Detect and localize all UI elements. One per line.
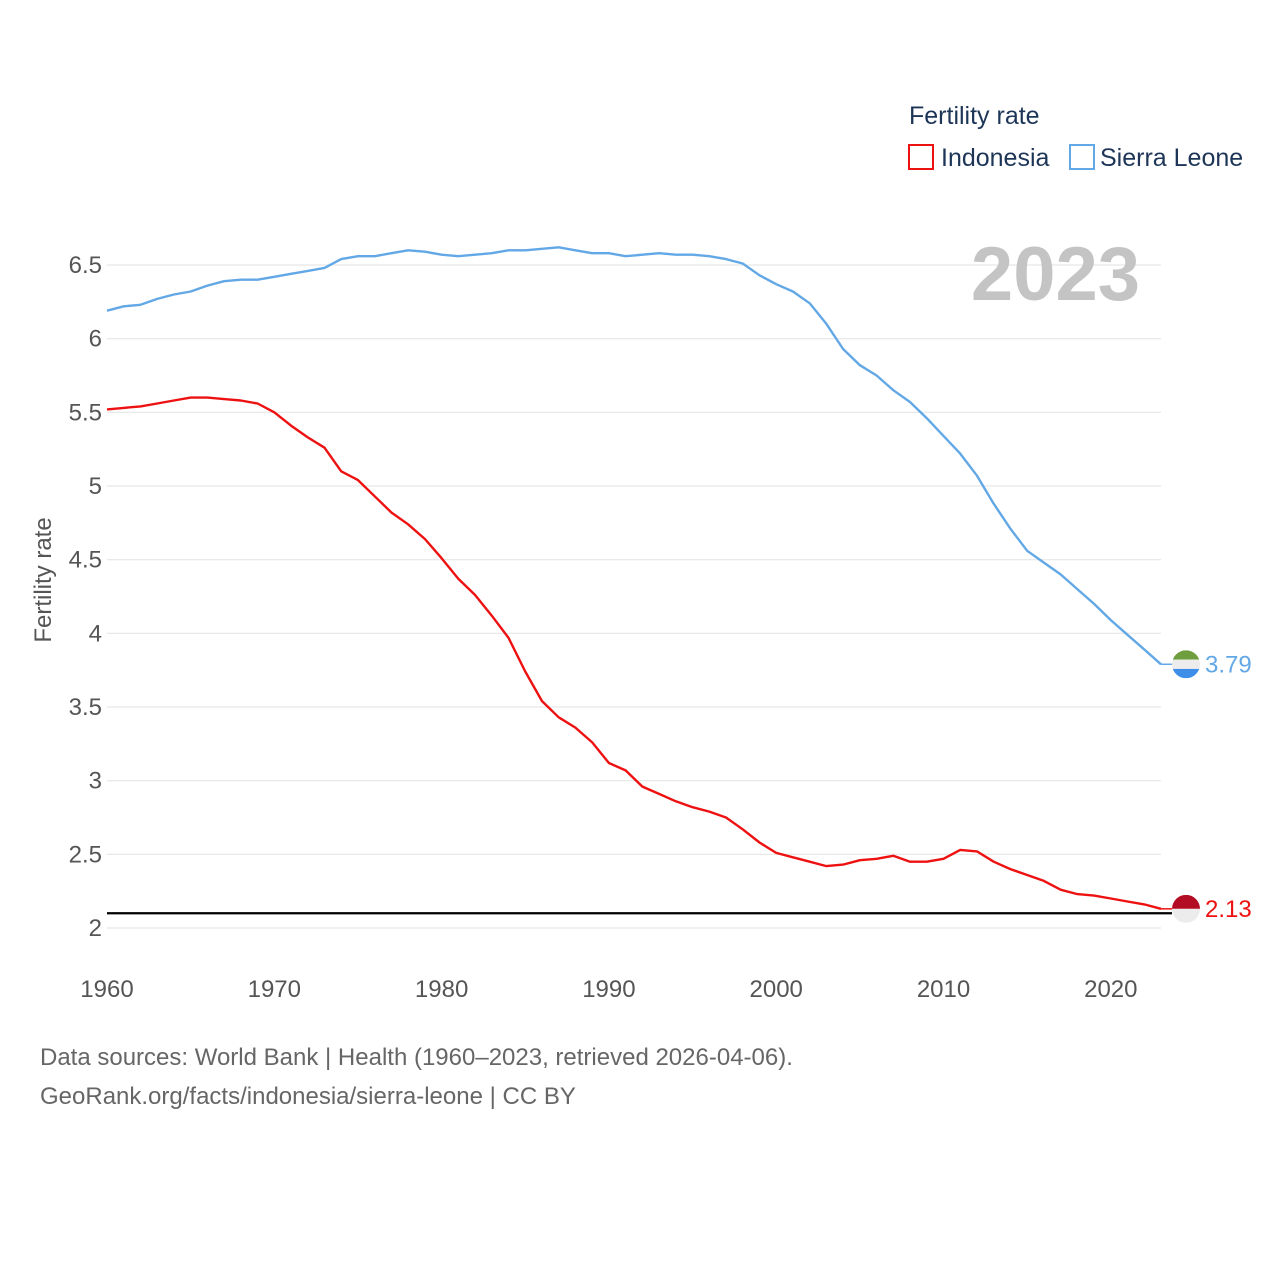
end-markers: 2.13 3.79 xyxy=(1161,650,1252,923)
grid-lines xyxy=(107,264,1161,929)
legend-title: Fertility rate xyxy=(909,102,1040,130)
end-value-label-sierra-leone: 3.79 xyxy=(1205,651,1252,678)
y-tick-label: 3 xyxy=(89,768,102,795)
x-tick-label: 1990 xyxy=(582,976,635,1003)
legend-item-sierra-leone[interactable]: Sierra Leone xyxy=(1069,144,1243,172)
legend-label-indonesia: Indonesia xyxy=(941,144,1050,172)
x-tick-label: 2020 xyxy=(1084,976,1137,1003)
flag-indonesia-icon xyxy=(1172,894,1200,923)
end-value-label-indonesia: 2.13 xyxy=(1205,896,1252,923)
legend-swatch-sierra-leone xyxy=(1069,144,1095,170)
series-line-sierra-leone[interactable] xyxy=(106,246,1162,666)
legend: Fertility rate Indonesia Sierra Leone xyxy=(908,102,1243,172)
x-axis-ticks: 1960 1970 1980 1990 2000 2010 2020 xyxy=(80,976,1137,1003)
x-tick-label: 1970 xyxy=(248,976,301,1003)
y-tick-label: 5 xyxy=(89,473,102,500)
legend-swatch-indonesia xyxy=(908,144,934,170)
y-tick-label: 4 xyxy=(89,620,102,647)
flag-sierra-leone-icon xyxy=(1172,650,1200,679)
legend-item-indonesia[interactable]: Indonesia xyxy=(908,144,1050,172)
x-tick-label: 1960 xyxy=(80,976,133,1003)
series-lines xyxy=(106,246,1162,910)
legend-label-sierra-leone: Sierra Leone xyxy=(1100,144,1243,172)
y-tick-label: 4.5 xyxy=(69,547,102,574)
y-tick-label: 6 xyxy=(89,326,102,353)
x-tick-label: 2000 xyxy=(750,976,803,1003)
y-tick-label: 3.5 xyxy=(69,694,102,721)
footer-sources: Data sources: World Bank | Health (1960–… xyxy=(40,1044,793,1071)
x-tick-label: 2010 xyxy=(917,976,970,1003)
y-axis-ticks: 2 2.5 3 3.5 4 4.5 5 5.5 6 6.5 xyxy=(69,252,102,942)
y-tick-label: 5.5 xyxy=(69,399,102,426)
y-tick-label: 6.5 xyxy=(69,252,102,279)
series-line-indonesia[interactable] xyxy=(106,396,1162,910)
y-axis-label: Fertility rate xyxy=(30,517,57,642)
x-tick-label: 1980 xyxy=(415,976,468,1003)
y-tick-label: 2 xyxy=(89,915,102,942)
y-tick-label: 2.5 xyxy=(69,841,102,868)
current-year-label: 2023 xyxy=(971,232,1140,317)
footer-attribution-link[interactable]: GeoRank.org/facts/indonesia/sierra-leone… xyxy=(40,1083,576,1110)
